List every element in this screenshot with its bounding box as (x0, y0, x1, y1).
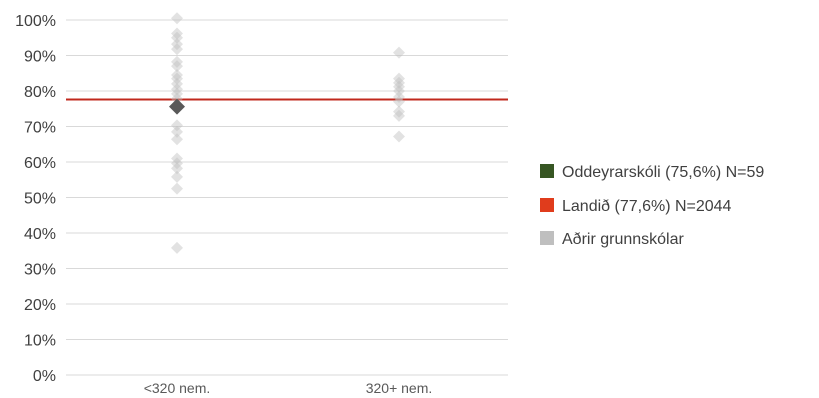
legend-label: Aðrir grunnskólar (562, 231, 685, 248)
data-point-other-school (393, 95, 405, 108)
y-tick-label: 0% (33, 368, 56, 385)
legend-swatch (540, 198, 554, 212)
x-axis-categories: <320 nem. 320+ nem. (144, 380, 433, 396)
y-tick-label: 40% (24, 226, 56, 243)
data-point-other-school (393, 109, 405, 122)
gridlines (66, 19, 508, 376)
data-point-other-school (171, 27, 183, 40)
x-category-label: <320 nem. (144, 380, 211, 396)
data-point-other-school (393, 72, 405, 85)
data-point-other-school (171, 43, 183, 56)
data-point-other-school (171, 119, 183, 132)
data-point-other-school (171, 12, 183, 25)
data-point-other-school (171, 60, 183, 73)
legend-swatch (540, 231, 554, 245)
y-tick-label: 90% (24, 49, 56, 66)
data-point-other-school (171, 152, 183, 165)
data-point-other-school (393, 76, 405, 89)
x-category-label: 320+ nem. (366, 380, 433, 396)
data-point-highlighted-school (169, 98, 185, 115)
y-tick-label: 20% (24, 297, 56, 314)
data-point-other-school (393, 105, 405, 118)
data-point-other-school (393, 85, 405, 97)
data-point-other-school (171, 72, 183, 85)
data-point-other-school (171, 125, 183, 138)
data-point-other-school (171, 87, 183, 100)
y-tick-label: 50% (24, 191, 56, 208)
data-point-other-school (393, 46, 405, 59)
y-tick-label: 60% (24, 155, 56, 172)
data-point-other-school (171, 77, 183, 90)
y-tick-label: 80% (24, 84, 56, 101)
legend-swatch (540, 164, 554, 178)
y-tick-label: 70% (24, 120, 56, 137)
y-tick-label: 30% (24, 262, 56, 279)
data-point-other-school (171, 38, 183, 51)
data-point-other-school (393, 130, 405, 143)
data-point-other-school (171, 182, 183, 195)
data-point-other-school (171, 133, 183, 146)
y-tick-label: 10% (24, 333, 56, 350)
data-points (169, 12, 405, 254)
data-point-other-school (171, 69, 183, 82)
data-point-other-school (171, 55, 183, 68)
data-point-other-school (171, 241, 183, 254)
data-point-other-school (171, 157, 183, 170)
data-point-other-school (171, 170, 183, 183)
data-point-other-school (393, 91, 405, 104)
data-point-other-school (171, 83, 183, 96)
y-axis-ticks: 0% 10% 20% 30% 40% 50% 60% 70% 80% 90% 100% (15, 13, 56, 385)
data-point-other-school (393, 80, 405, 93)
y-tick-label: 100% (15, 13, 56, 30)
data-point-other-school (171, 31, 183, 44)
legend-label: Landið (77,6%) N=2044 (562, 198, 732, 215)
data-point-other-school (171, 162, 183, 175)
legend-label: Oddeyrarskóli (75,6%) N=59 (562, 164, 764, 181)
legend: Oddeyrarskóli (75,6%) N=59 Landið (77,6%)… (540, 164, 764, 248)
